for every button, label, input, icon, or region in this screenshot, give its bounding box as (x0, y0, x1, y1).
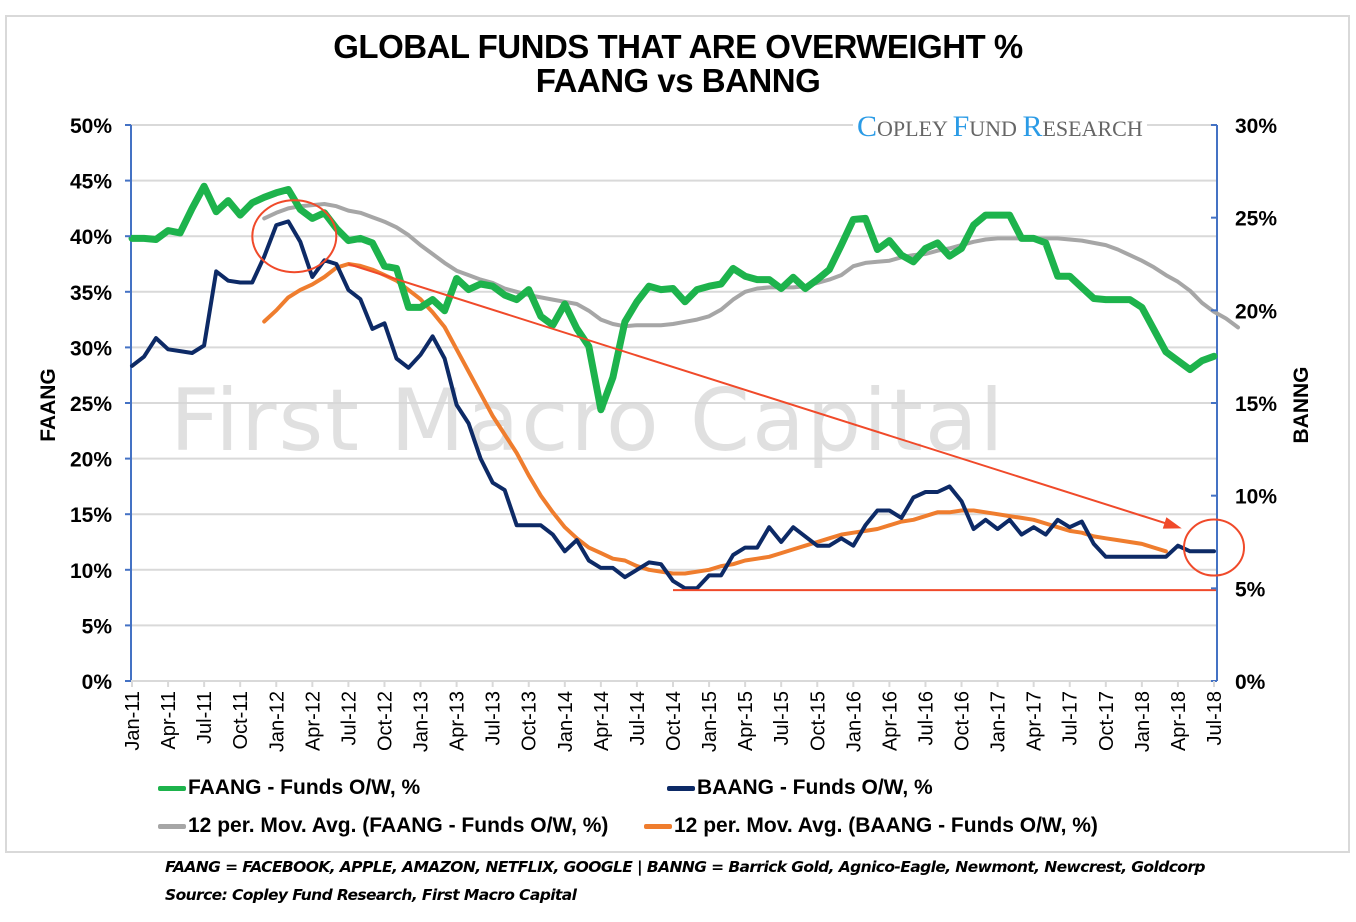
chart-frame (5, 15, 1350, 853)
legend-item-faang[interactable]: FAANG - Funds O/W, % (158, 776, 420, 800)
y-tick-label-left: 30% (70, 337, 112, 360)
brand-word: OPLEY (877, 116, 953, 141)
y-tick-label-left: 45% (70, 171, 112, 194)
chart-subtitle: FAANG vs BANNG (535, 62, 821, 99)
legend-swatch (644, 823, 672, 829)
x-tick-label: Apr-17 (1024, 691, 1046, 751)
legend-item-faang-ma[interactable]: 12 per. Mov. Avg. (FAANG - Funds O/W, %) (158, 814, 608, 838)
x-tick-label: Jul-14 (627, 691, 649, 745)
x-tick-label: Apr-18 (1168, 691, 1190, 751)
legend-label: BAANG - Funds O/W, % (697, 776, 933, 799)
x-tick-label: Jan-13 (411, 691, 433, 752)
x-tick-label: Oct-15 (807, 691, 829, 751)
x-tick-label: Oct-16 (952, 691, 974, 751)
x-tick-label: Jan-12 (266, 691, 288, 752)
x-tick-label: Apr-12 (302, 691, 324, 751)
y-tick-label-left: 20% (70, 449, 112, 472)
legend-swatch (158, 823, 186, 829)
x-tick-label: Apr-13 (447, 691, 469, 751)
x-tick-label: Apr-11 (158, 691, 180, 750)
legend-item-banng[interactable]: BAANG - Funds O/W, % (667, 776, 933, 800)
y-tick-label-left: 25% (70, 393, 112, 416)
series-line-2 (262, 202, 1240, 330)
legend-label: 12 per. Mov. Avg. (BAANG - Funds O/W, %) (674, 814, 1098, 837)
y-tick-label-left: 40% (70, 226, 112, 249)
x-tick-label: Jan-11 (122, 691, 144, 751)
legend-label: FAANG - Funds O/W, % (188, 776, 421, 799)
x-tick-label: Oct-13 (519, 691, 541, 751)
y-tick-label-right: 10% (1235, 486, 1277, 509)
y-tick-label-left: 50% (70, 115, 112, 138)
x-tick-label: Oct-14 (663, 691, 685, 751)
y-tick-label-right: 0% (1235, 671, 1266, 694)
footnote-definitions: FAANG = FACEBOOK, APPLE, AMAZON, NETFLIX… (165, 858, 1205, 876)
x-tick-label: Jul-11 (194, 691, 216, 744)
x-axis-ticks: Jan-11 Apr-11 Jul-11 Oct-11 Jan-12 Apr-12 Jul-… (122, 681, 1226, 752)
y-axis-right-title: BANNG (1290, 367, 1313, 444)
highlight-circle (251, 199, 338, 274)
x-tick-label: Jul-16 (915, 691, 937, 745)
x-tick-label: Apr-15 (735, 691, 757, 751)
y-tick-label-left: 15% (70, 504, 112, 527)
x-tick-label: Apr-16 (879, 691, 901, 751)
y-axis-right-ticks: 0% 5% 10% 15% 20% 25% 30% (1211, 115, 1277, 694)
brand-letter: F (952, 110, 970, 143)
x-tick-label: Oct-11 (230, 691, 252, 750)
x-tick-label: Oct-12 (374, 691, 396, 751)
annotations-layer (251, 199, 1245, 592)
brand-word: ESEARCH (1042, 116, 1143, 141)
x-tick-label: Jan-18 (1132, 691, 1154, 752)
y-tick-label-right: 5% (1235, 578, 1266, 601)
y-tick-label-right: 20% (1235, 300, 1277, 323)
y-tick-label-right: 15% (1235, 393, 1277, 416)
highlight-circle (1183, 518, 1245, 577)
brand-word: UND (969, 116, 1023, 141)
x-tick-label: Jul-12 (338, 691, 360, 745)
brand-letter: C (857, 110, 878, 143)
legend-item-banng-ma[interactable]: 12 per. Mov. Avg. (BAANG - Funds O/W, %) (644, 814, 1098, 838)
brand-letter: R (1022, 110, 1043, 143)
trend-arrow-line (348, 263, 1179, 529)
arrowhead-icon (1162, 517, 1182, 529)
x-tick-label: Jan-15 (699, 691, 721, 752)
x-tick-label: Jan-17 (988, 691, 1010, 752)
y-tick-label-left: 5% (82, 615, 113, 638)
y-tick-label-right: 30% (1235, 115, 1277, 138)
watermark: First Macro Capital (170, 371, 1005, 471)
x-tick-label: Jul-15 (771, 691, 793, 745)
legend-swatch (667, 785, 695, 791)
y-tick-label-left: 35% (70, 282, 112, 305)
x-tick-label: Jan-14 (555, 691, 577, 752)
series-layer (128, 182, 1240, 591)
footnote-source: Source: Copley Fund Research, First Macr… (165, 886, 577, 904)
x-tick-label: Jul-18 (1204, 691, 1226, 745)
x-tick-label: Jul-13 (483, 691, 505, 745)
y-tick-label-right: 25% (1235, 208, 1277, 231)
y-tick-label-left: 0% (82, 671, 113, 694)
y-axis-left-ticks: 0% 5% 10% 15% 20% 25% 30% 35% 40% 45% 50% (70, 115, 131, 694)
chart-title: GLOBAL FUNDS THAT ARE OVERWEIGHT % (333, 28, 1023, 65)
x-tick-label: Oct-17 (1096, 691, 1118, 751)
legend-label: 12 per. Mov. Avg. (FAANG - Funds O/W, %) (188, 814, 609, 837)
y-axis-left-title: FAANG (37, 368, 60, 442)
series-line-3 (262, 262, 1168, 576)
legend-swatch (158, 785, 186, 791)
brand-logo: COPLEY FUND RESEARCH (853, 110, 1147, 144)
x-tick-label: Jul-17 (1060, 691, 1082, 745)
x-tick-label: Jan-16 (843, 691, 865, 752)
y-tick-label-left: 10% (70, 560, 112, 583)
x-tick-label: Apr-14 (591, 691, 613, 751)
